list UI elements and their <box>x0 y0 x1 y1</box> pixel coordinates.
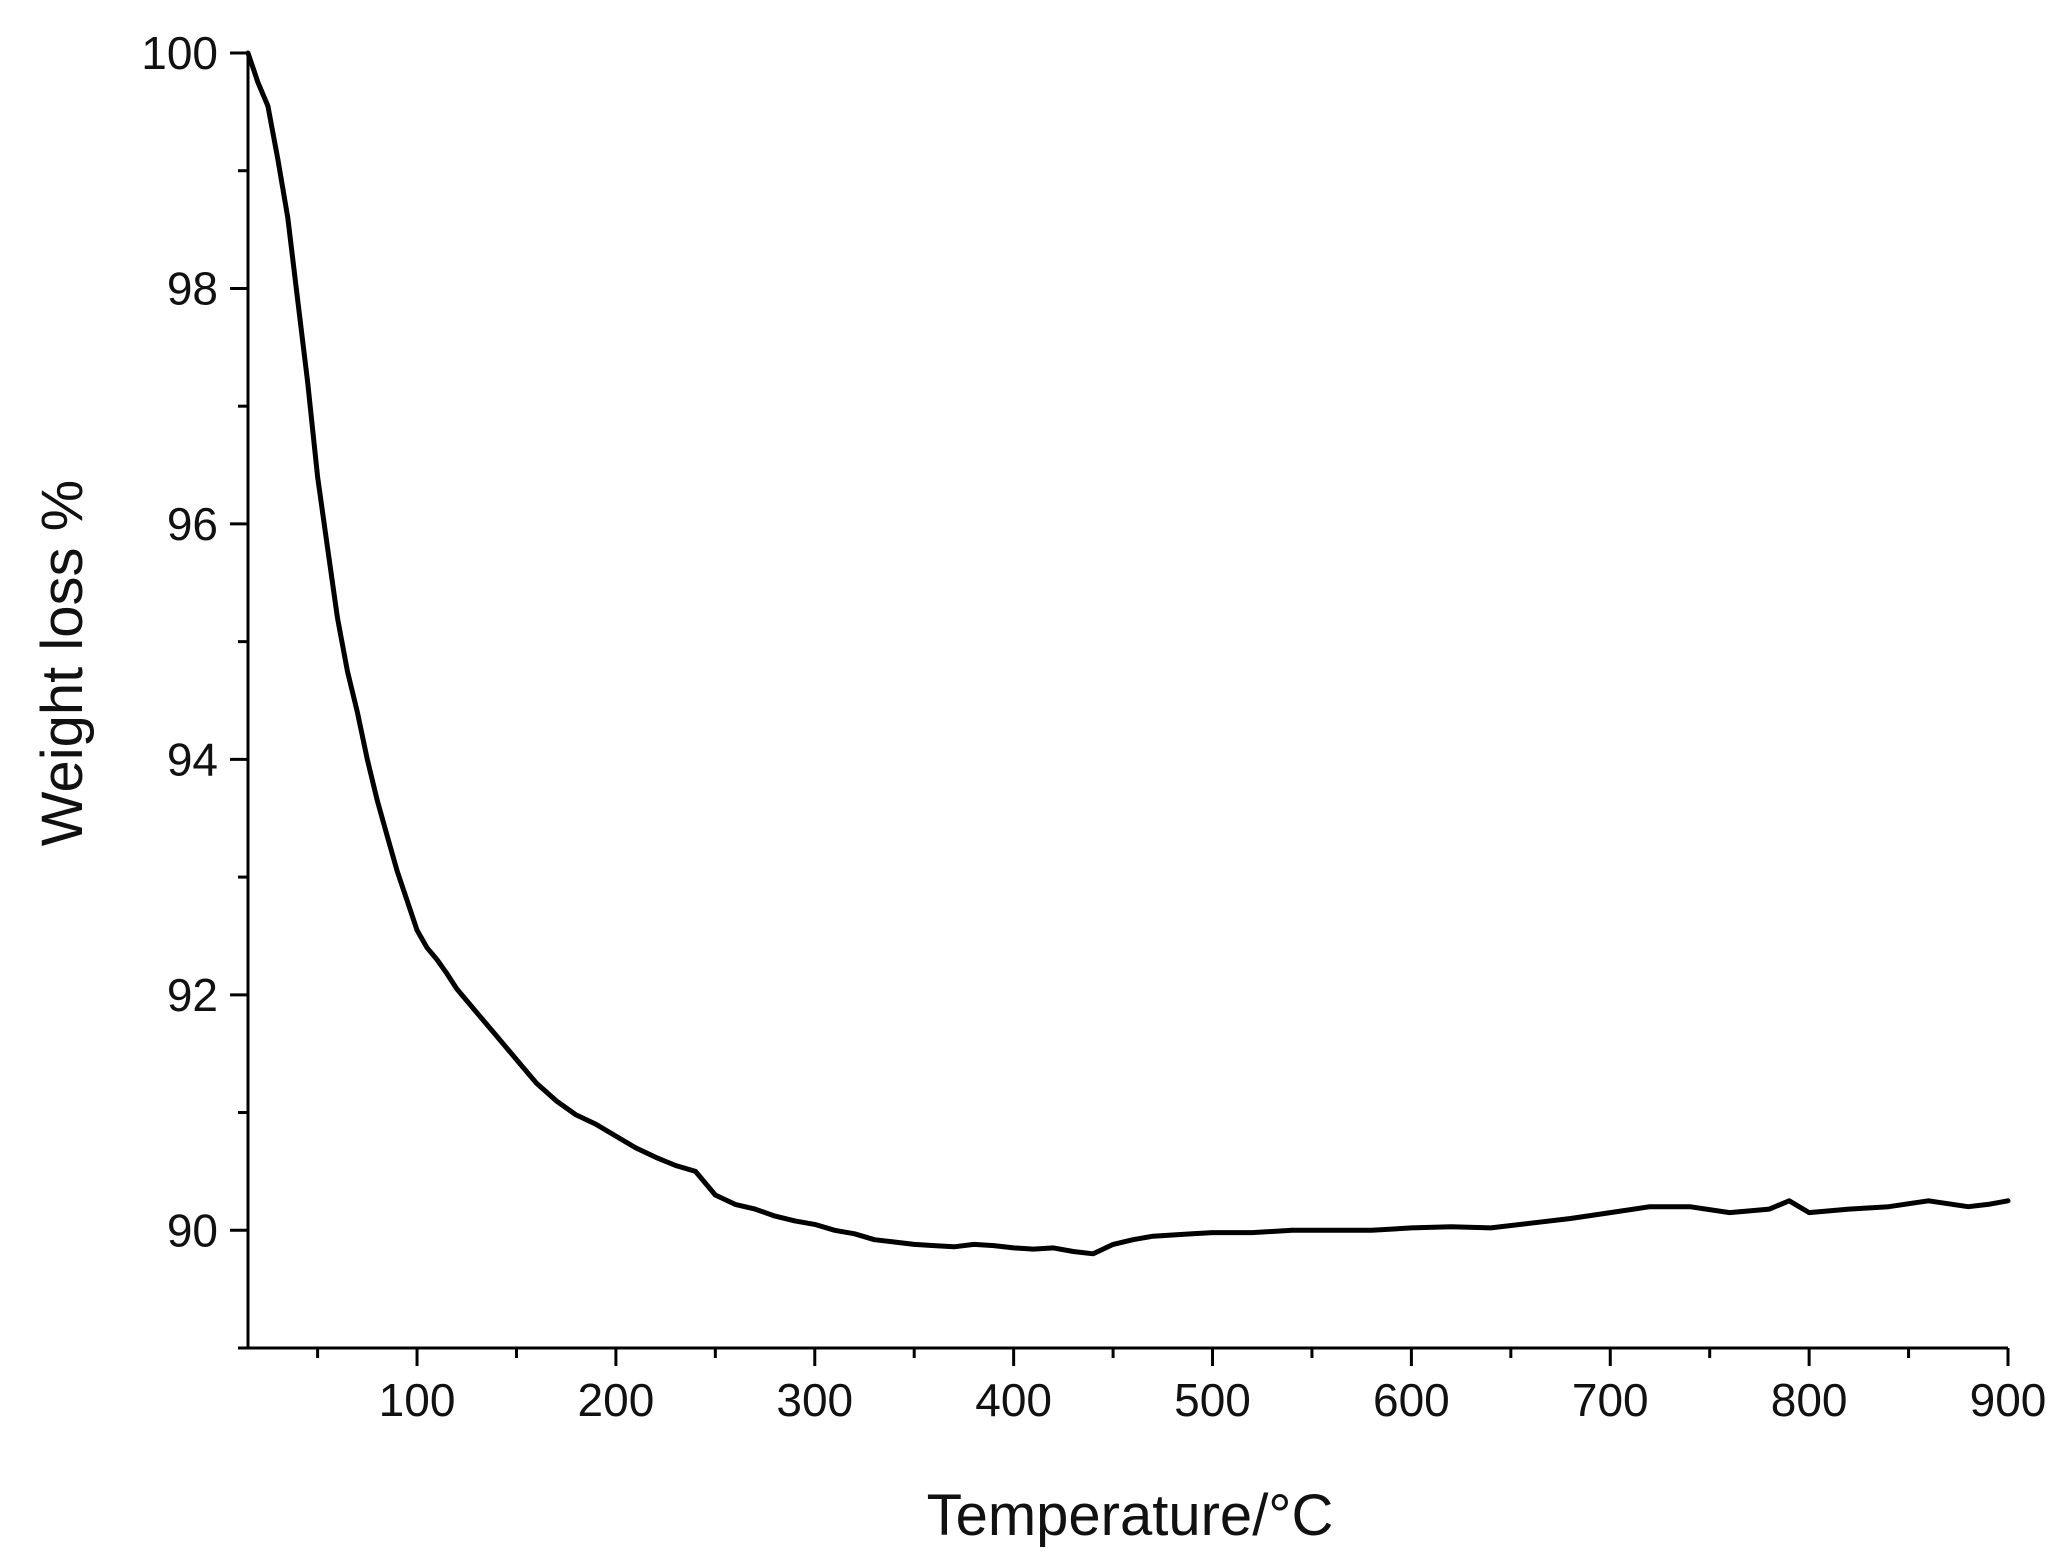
x-tick-label: 700 <box>1572 1374 1649 1426</box>
x-tick-label: 900 <box>1970 1374 2047 1426</box>
x-tick-label: 200 <box>578 1374 655 1426</box>
x-axis-title: Temperature/°C <box>927 1483 1334 1548</box>
x-tick-label: 800 <box>1771 1374 1848 1426</box>
x-tick-label: 100 <box>379 1374 456 1426</box>
y-tick-label: 90 <box>167 1204 218 1256</box>
series-line-0 <box>245 50 2011 1257</box>
x-tick-label: 500 <box>1174 1374 1251 1426</box>
tick-labels: 100 200 300 400 500 600 700 800 900 90 92 94 96 98 100 <box>141 27 2046 1426</box>
y-tick-label: 94 <box>167 733 218 785</box>
axes <box>246 51 2008 1350</box>
y-axis-title: Weight loss % <box>30 480 95 846</box>
y-tick-label: 96 <box>167 498 218 550</box>
x-tick-label: 300 <box>776 1374 853 1426</box>
y-tick-label: 98 <box>167 262 218 314</box>
ticks <box>230 51 2010 1366</box>
y-tick-label: 100 <box>141 27 218 79</box>
series-layer <box>245 50 2011 1257</box>
y-tick-label: 92 <box>167 969 218 1021</box>
x-tick-label: 400 <box>975 1374 1052 1426</box>
x-tick-label: 600 <box>1373 1374 1450 1426</box>
